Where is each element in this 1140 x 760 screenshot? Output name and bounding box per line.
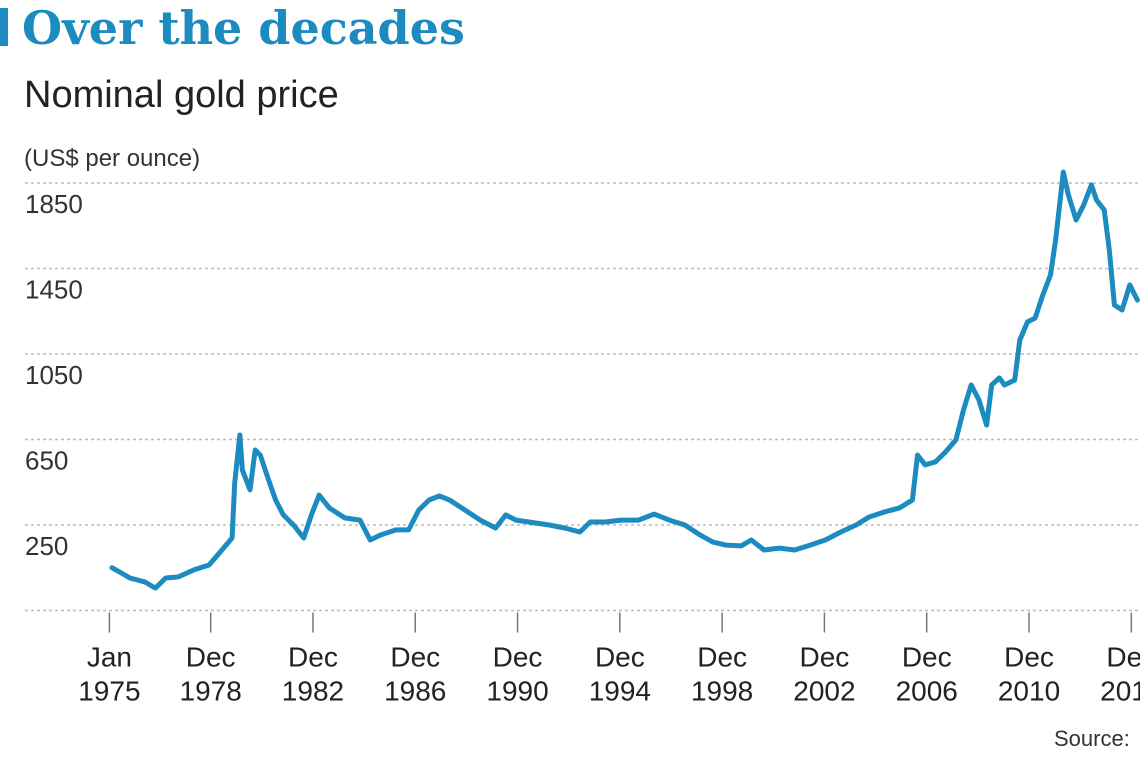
x-tick-label: Dec 1986 (384, 642, 446, 707)
chart-title: Over the decades (22, 1, 465, 55)
source: Source: (1054, 726, 1130, 751)
x-tick-label: Dec 1998 (691, 642, 753, 707)
x-tick-label: Dec 1990 (486, 642, 548, 707)
x-tick-label: Dec 1978 (180, 642, 242, 707)
y-tick-label: 1450 (25, 274, 83, 304)
y-tick-label: 1050 (25, 360, 83, 390)
title-bar (0, 8, 8, 46)
x-tick-label: Dec 2002 (793, 642, 855, 707)
price-line (109, 169, 1140, 591)
y-tick-label: 650 (25, 445, 68, 475)
x-tick-label: Dec 1982 (282, 642, 344, 707)
y-tick-label: 250 (25, 531, 68, 561)
y-axis-label: (US$ per ounce) (24, 145, 200, 172)
x-tick-label: Dec2014 (1100, 642, 1140, 707)
x-tick-label: Dec 2010 (998, 642, 1060, 707)
y-tick-label: 1850 (25, 189, 83, 219)
chart-subtitle: Nominal gold price (24, 74, 339, 116)
x-tick-label: Dec 2006 (896, 642, 958, 707)
x-tick-label: Jan 1975 (78, 642, 140, 707)
x-tick-label: Dec 1994 (589, 642, 651, 707)
